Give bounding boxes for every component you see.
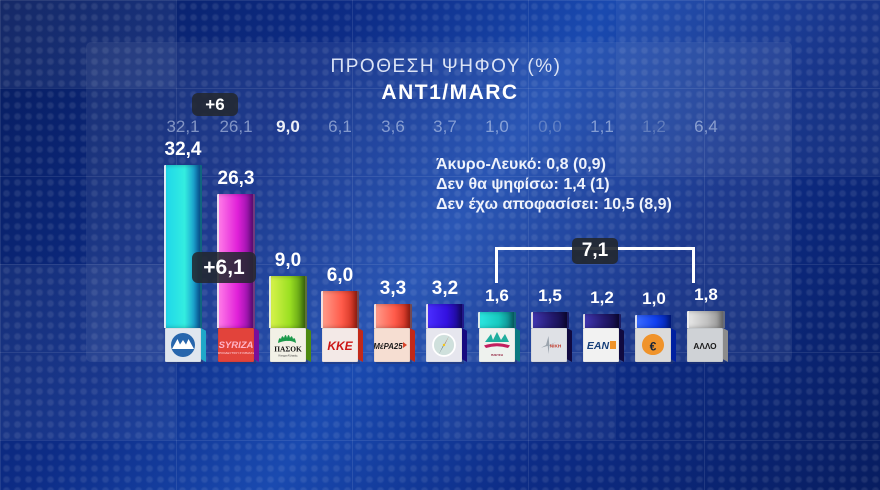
svg-text:ΠΛΕΥΣΗ: ΠΛΕΥΣΗ xyxy=(491,353,503,357)
svg-text:Κίνημα Αλλαγής: Κίνημα Αλλαγής xyxy=(278,354,298,358)
svg-text:EAN: EAN xyxy=(587,340,610,352)
svg-text:SYRIZA: SYRIZA xyxy=(219,340,254,351)
svg-text:ΠΡΟΟΔΕΥΤΙΚΗ ΣΥΜΜΑΧΙΑ: ΠΡΟΟΔΕΥΤΙΚΗ ΣΥΜΜΑΧΙΑ xyxy=(218,351,254,355)
svg-text:ΑΛΛΟ: ΑΛΛΟ xyxy=(693,341,717,351)
svg-text:KKE: KKE xyxy=(327,339,353,353)
svg-text:ΠΑΣΟΚ: ΠΑΣΟΚ xyxy=(274,345,302,354)
svg-text:ΝΙΚΗ: ΝΙΚΗ xyxy=(550,344,562,349)
svg-text:€: € xyxy=(650,340,657,354)
svg-text:ΜέΡΑ25: ΜέΡΑ25 xyxy=(374,342,403,351)
